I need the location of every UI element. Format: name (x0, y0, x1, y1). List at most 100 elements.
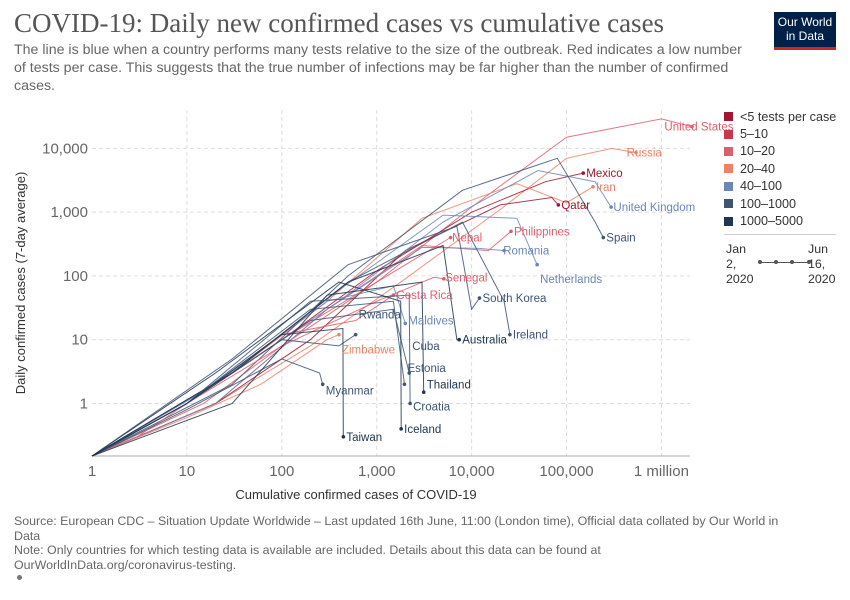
legend-item[interactable]: 20–40 (724, 160, 836, 177)
x-tick-label: 10,000 (449, 463, 495, 480)
timeline-start-year: 2020 (726, 272, 754, 286)
x-tick-label: 1 million (634, 463, 689, 480)
series-endpoint (601, 235, 606, 240)
series-endpoint (609, 205, 613, 209)
x-tick-label: 100,000 (539, 463, 593, 480)
legend-swatch (724, 164, 733, 174)
series-line[interactable] (91, 231, 512, 457)
footer-dot (17, 575, 22, 580)
country-label[interactable]: Russia (627, 148, 663, 160)
timeline-end-day: 16, (808, 257, 826, 271)
legend-label: 5–10 (740, 127, 769, 142)
country-label[interactable]: Rwanda (359, 309, 402, 321)
country-label[interactable]: Nepal (452, 233, 482, 245)
country-label[interactable]: Myanmar (326, 385, 374, 397)
country-label[interactable]: Iceland (404, 424, 441, 436)
country-label[interactable]: Mexico (586, 168, 622, 180)
country-label[interactable]: Estonia (407, 363, 446, 375)
country-label[interactable]: United States (664, 122, 733, 134)
country-label[interactable]: Croatia (413, 401, 451, 413)
series-endpoint (403, 321, 408, 326)
y-axis-title: Daily confirmed cases (7-day average) (13, 172, 28, 395)
x-tick-label: 1 (88, 463, 96, 480)
series-line[interactable] (91, 246, 505, 457)
country-label[interactable]: Ireland (513, 330, 548, 342)
legend-item[interactable]: <5 tests per case (724, 108, 836, 125)
country-label[interactable]: Philippines (514, 226, 570, 238)
timeline-divider (724, 234, 836, 235)
timeline[interactable]: Jan 2, 2020 Jun 16, 2020 (724, 234, 844, 290)
series-line[interactable] (91, 225, 480, 457)
timeline-end: Jun 16, 2020 (808, 242, 836, 287)
legend: <5 tests per case 5–10 10–20 20–40 40–100 100… (724, 108, 836, 230)
series-endpoint (353, 332, 358, 337)
series-line[interactable] (91, 281, 402, 457)
series-endpoint (509, 229, 513, 234)
legend-label: 40–100 (740, 179, 783, 194)
series-endpoint (320, 382, 325, 387)
chart-subtitle: The line is blue when a country performs… (14, 42, 742, 94)
timeline-end-year: 2020 (808, 272, 836, 286)
timeline-handle-start[interactable] (758, 260, 762, 264)
series-line[interactable] (91, 334, 340, 457)
chart-title: COVID-19: Daily new confirmed cases vs c… (14, 8, 665, 38)
logo-line-1: Our World (777, 15, 833, 29)
series-endpoint (477, 296, 482, 300)
country-label[interactable]: Australia (462, 335, 507, 347)
country-label[interactable]: Zimbabwe (342, 345, 395, 357)
series-line[interactable] (91, 327, 344, 457)
timeline-handle-end[interactable] (807, 260, 811, 264)
legend-swatch (724, 146, 733, 156)
country-label[interactable]: Iran (596, 182, 616, 194)
series-line[interactable] (91, 358, 324, 457)
series-endpoint (421, 390, 426, 395)
country-label[interactable]: Cuba (412, 341, 440, 353)
y-tick-label: 10,000 (42, 140, 88, 157)
logo-line-2: in Data (785, 29, 825, 43)
owid-logo[interactable]: Our World in Data (774, 12, 836, 50)
series-endpoint (581, 171, 586, 175)
country-label[interactable]: South Korea (482, 293, 547, 305)
series-endpoint (690, 124, 694, 129)
footer-source: Source: European CDC – Situation Update … (14, 514, 779, 543)
series-endpoint (402, 382, 407, 387)
country-label[interactable]: Netherlands (540, 274, 602, 286)
country-label[interactable]: Spain (606, 233, 635, 245)
series-line[interactable] (91, 183, 594, 457)
y-tick-label: 1,000 (50, 204, 88, 221)
country-label[interactable]: United Kingdom (613, 202, 695, 214)
footer-note-2[interactable]: OurWorldInData.org/coronavirus-testing. (14, 557, 237, 572)
series-endpoint (408, 401, 412, 406)
legend-swatch (724, 216, 733, 226)
country-label[interactable]: Senegal (445, 272, 487, 284)
series-endpoint (442, 277, 446, 281)
country-label[interactable]: Costa Rica (396, 290, 453, 302)
footer-note-1: Note: Only countries for which testing d… (14, 543, 601, 558)
country-label[interactable]: Romania (503, 246, 550, 258)
country-label[interactable]: Maldives (408, 315, 454, 327)
series-line[interactable] (91, 147, 637, 457)
series-endpoint (341, 435, 346, 439)
timeline-start-day: 2, (726, 257, 737, 271)
legend-swatch (724, 181, 733, 191)
legend-item[interactable]: 40–100 (724, 178, 836, 195)
timeline-slider[interactable] (758, 260, 811, 264)
legend-item[interactable]: 1000–5000 (724, 212, 836, 229)
country-label[interactable]: Qatar (561, 200, 590, 212)
series-endpoint (448, 235, 453, 240)
legend-label: 20–40 (740, 161, 776, 176)
legend-swatch (724, 129, 733, 139)
footer: Source: European CDC – Situation Update … (14, 514, 794, 572)
legend-item[interactable]: 5–10 (724, 125, 836, 142)
timeline-start-month: Jan (726, 242, 746, 256)
series-line[interactable] (91, 157, 604, 457)
legend-item[interactable]: 10–20 (724, 143, 836, 160)
country-label[interactable]: Taiwan (346, 432, 382, 444)
country-label[interactable]: Thailand (427, 379, 471, 391)
series-line[interactable] (91, 281, 425, 457)
series-endpoint (556, 203, 561, 207)
legend-item[interactable]: 100–1000 (724, 195, 836, 212)
series-endpoint (634, 150, 638, 155)
x-tick-label: 1,000 (358, 463, 396, 480)
